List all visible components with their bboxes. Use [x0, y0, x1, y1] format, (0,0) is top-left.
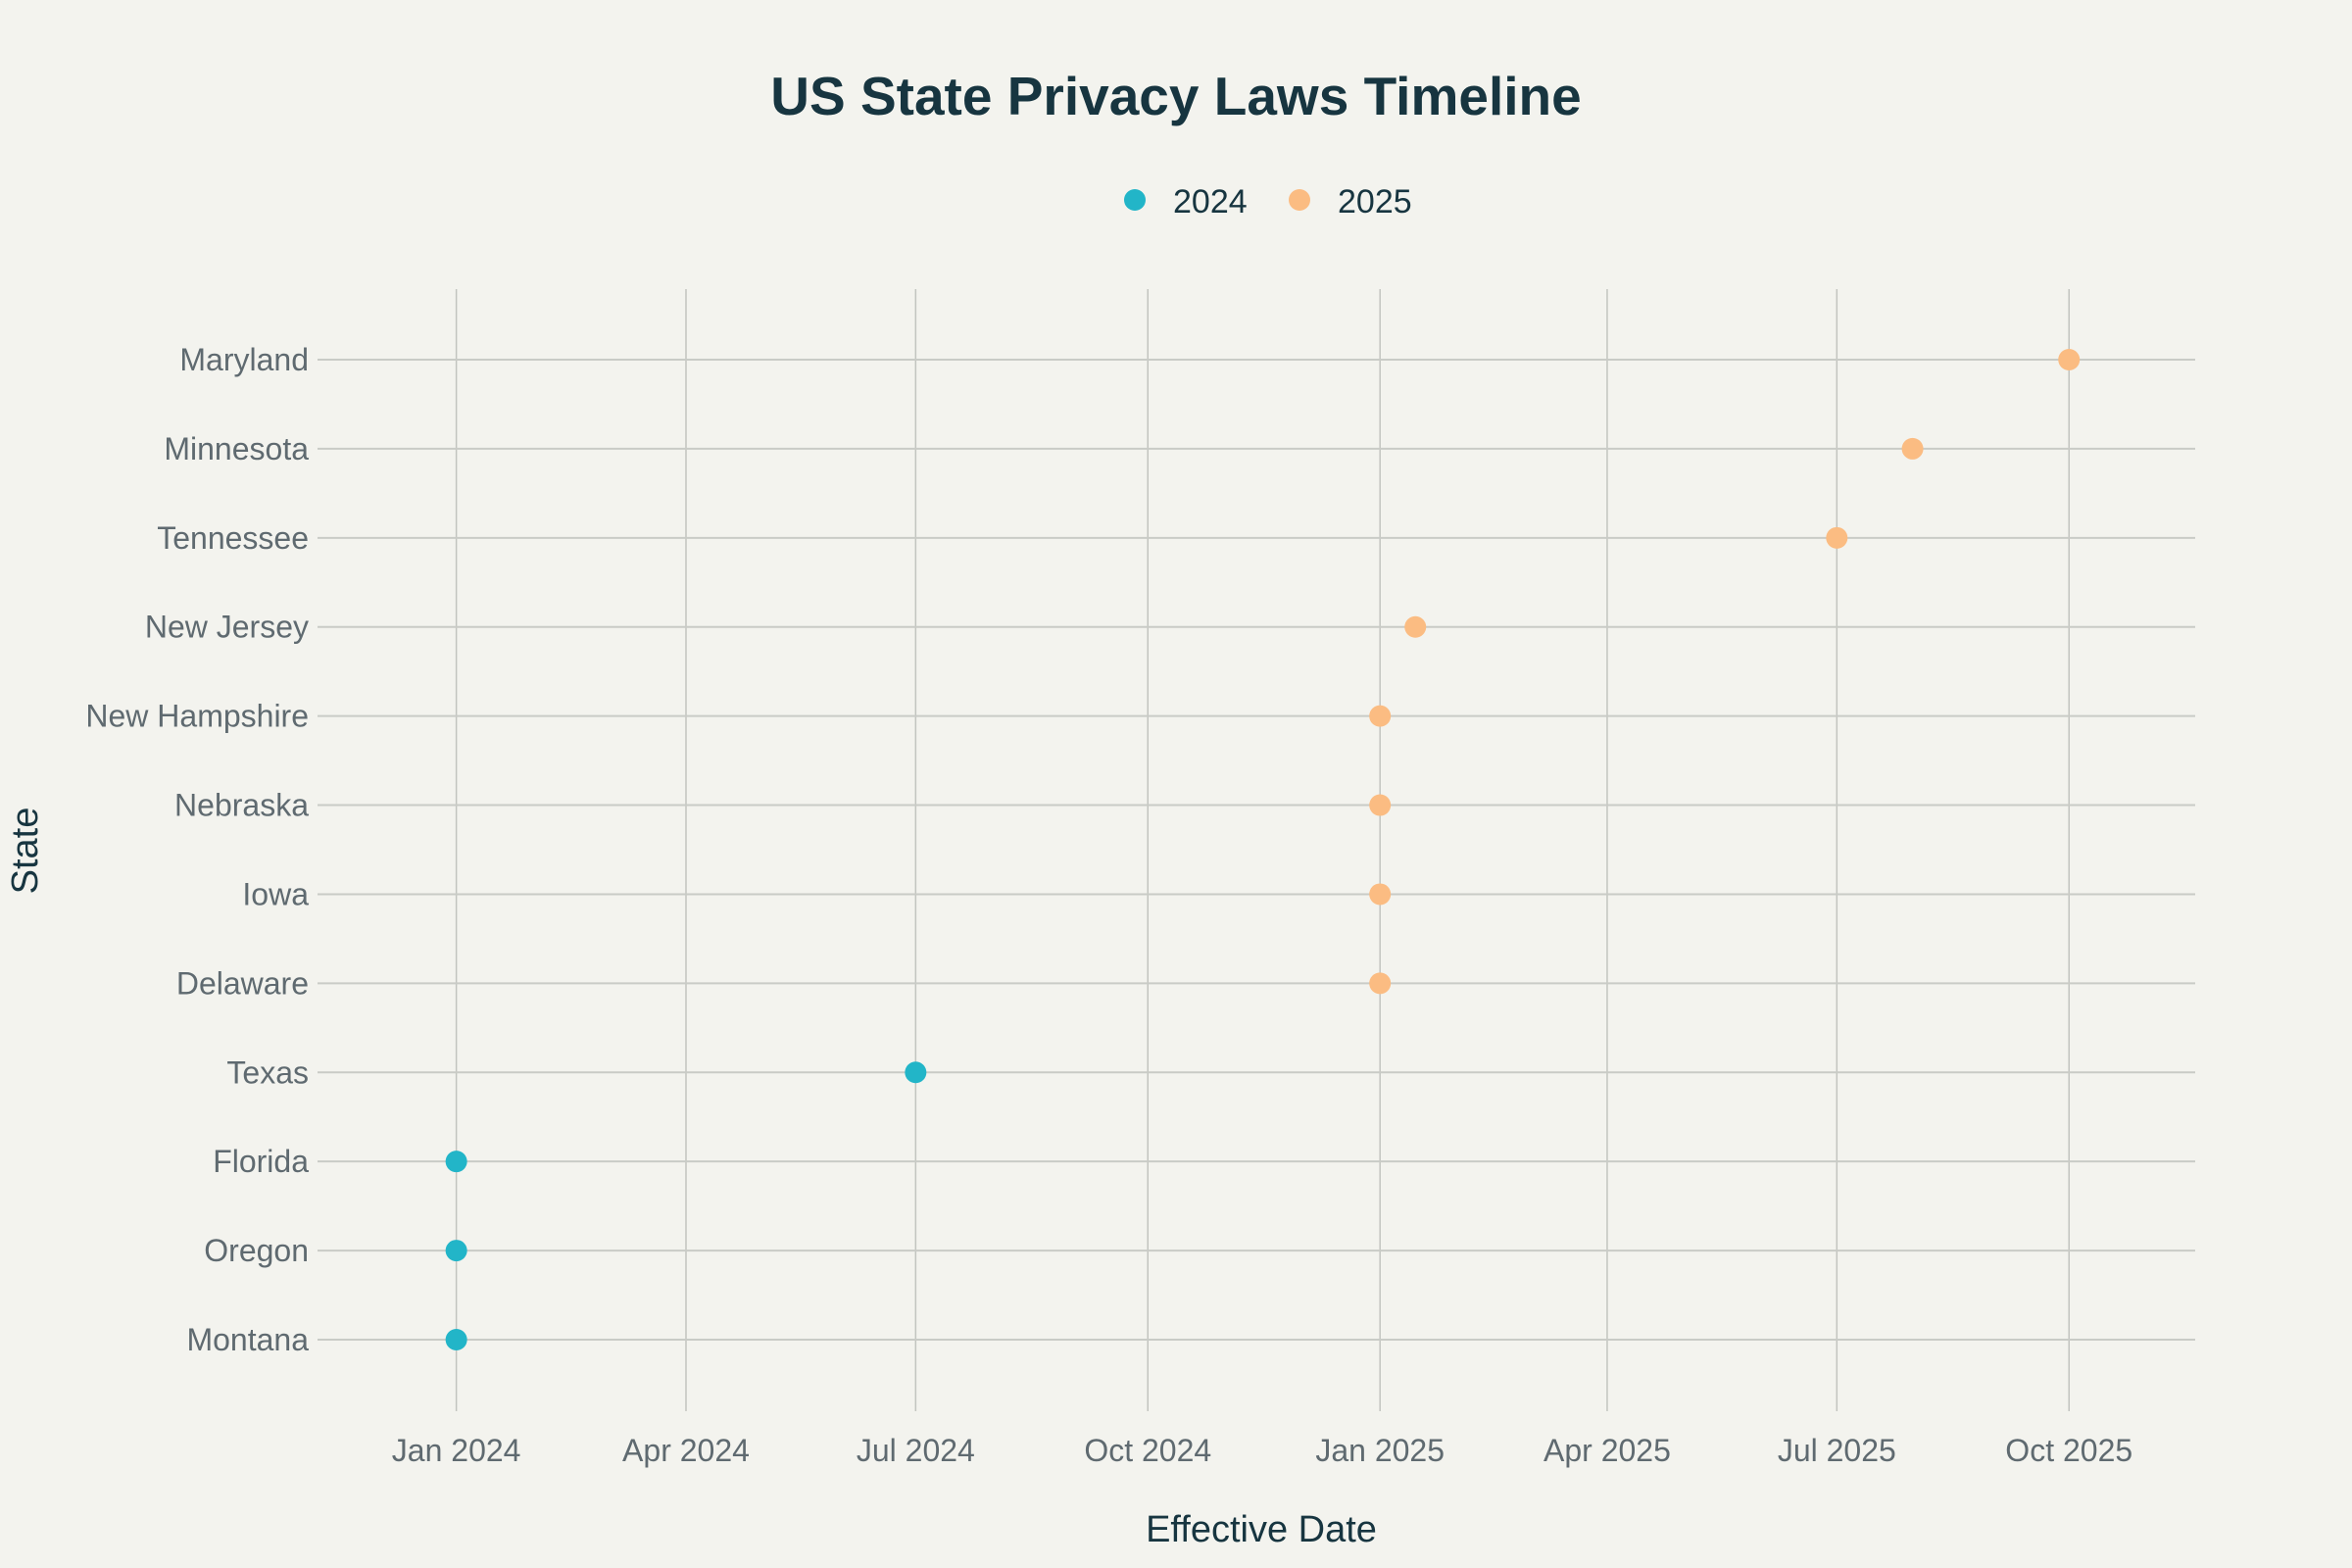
y-tick-label: Delaware: [176, 965, 309, 1001]
point-maryland: [2058, 349, 2081, 370]
legend-label-2024: 2024: [1173, 183, 1248, 220]
y-tick-label: Texas: [226, 1054, 309, 1090]
x-tick-label: Jul 2024: [857, 1433, 975, 1468]
x-tick-labels: Jan 2024 Apr 2024 Jul 2024 Oct 2024 Jan 2025…: [392, 1433, 2132, 1468]
y-tick-label: Nebraska: [174, 788, 309, 823]
point-florida: [445, 1151, 467, 1173]
point-minnesota: [1901, 437, 1924, 460]
y-tick-label: Tennessee: [157, 520, 309, 556]
point-montana: [445, 1329, 467, 1350]
legend: 2024 2025: [1124, 183, 1412, 220]
x-tick-label: Oct 2024: [1084, 1433, 1211, 1468]
point-new-hampshire: [1369, 705, 1392, 727]
x-tick-label: Jan 2025: [1315, 1433, 1445, 1468]
y-tick-label: Maryland: [179, 342, 309, 377]
y-tick-label: Florida: [213, 1144, 309, 1179]
point-nebraska: [1369, 794, 1392, 816]
x-axis-title: Effective Date: [1146, 1509, 1377, 1550]
horizontal-gridlines: [318, 359, 2195, 1341]
point-tennessee: [1826, 526, 1848, 549]
point-new-jersey: [1404, 615, 1427, 638]
y-tick-label: Iowa: [242, 876, 309, 911]
y-axis-title: State: [5, 808, 46, 895]
point-iowa: [1369, 883, 1392, 906]
point-oregon: [445, 1240, 467, 1262]
x-tick-label: Apr 2025: [1544, 1433, 1671, 1468]
y-tick-label: New Hampshire: [85, 699, 309, 734]
x-tick-label: Jul 2025: [1778, 1433, 1896, 1468]
y-tick-labels: Montana Oregon Florida Texas Delaware Iowa Neb…: [85, 342, 309, 1357]
vertical-gridlines: [455, 289, 2070, 1411]
x-tick-label: Apr 2024: [622, 1433, 750, 1468]
x-tick-label: Oct 2025: [2005, 1433, 2132, 1468]
y-tick-label: Oregon: [204, 1233, 309, 1268]
data-points: [445, 349, 2081, 1350]
y-tick-label: Minnesota: [164, 431, 309, 466]
legend-marker-2024: [1124, 189, 1146, 211]
x-tick-label: Jan 2024: [392, 1433, 521, 1468]
legend-marker-2025: [1289, 189, 1310, 211]
point-delaware: [1369, 972, 1392, 995]
point-texas: [905, 1061, 927, 1084]
legend-label-2025: 2025: [1338, 183, 1412, 220]
y-tick-label: New Jersey: [145, 610, 309, 645]
y-tick-label: Montana: [186, 1322, 309, 1357]
chart-title: US State Privacy Laws Timeline: [770, 66, 1581, 126]
